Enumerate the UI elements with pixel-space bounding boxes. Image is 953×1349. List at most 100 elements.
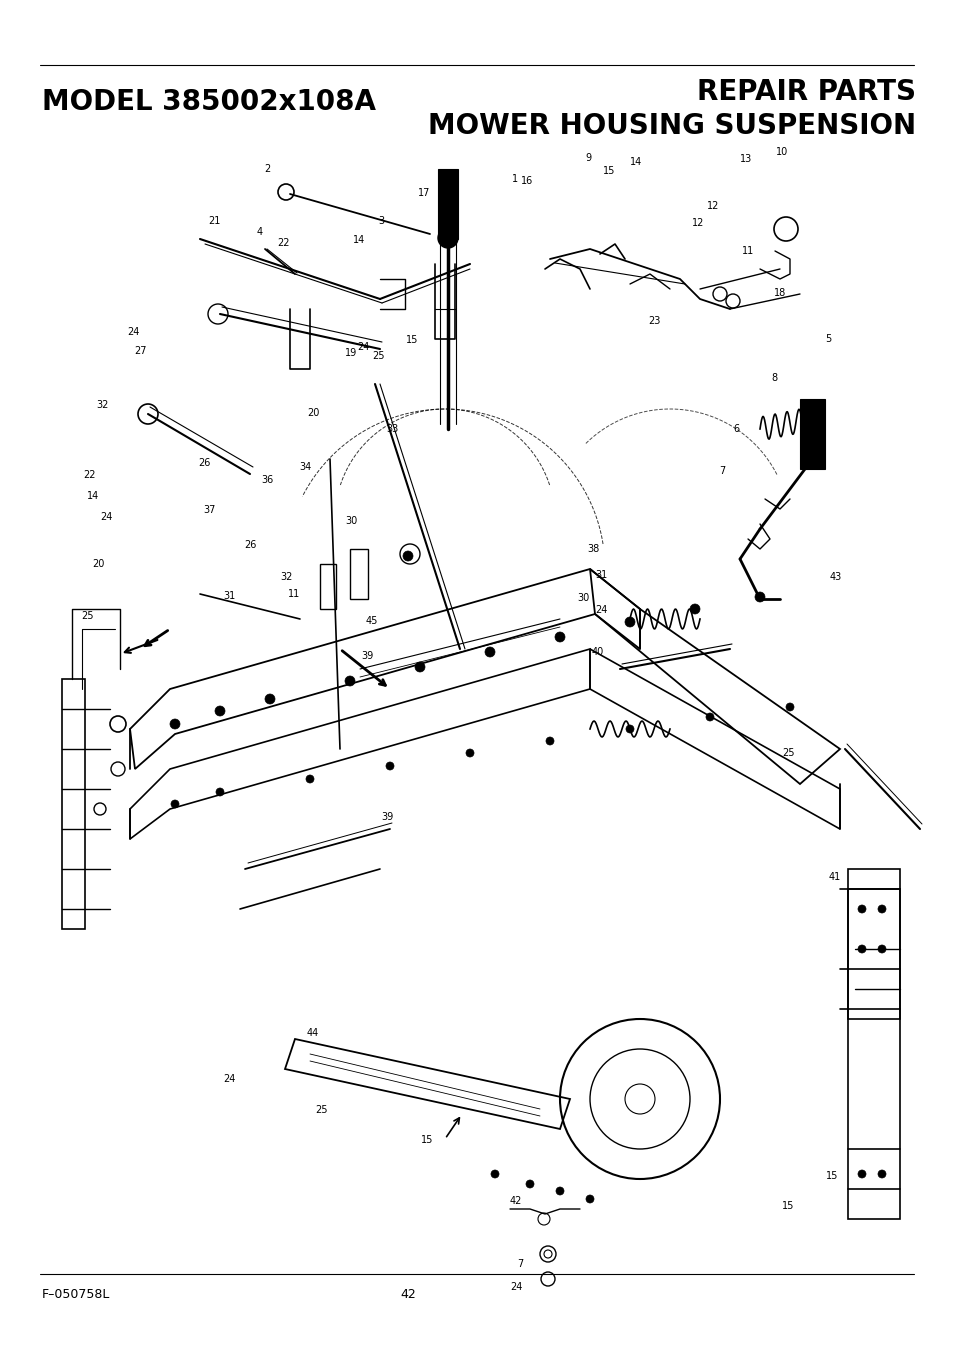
Text: 43: 43	[829, 572, 841, 583]
Text: 13: 13	[740, 154, 751, 165]
Circle shape	[491, 1170, 498, 1178]
Text: 4: 4	[256, 227, 262, 237]
Text: 14: 14	[88, 491, 99, 502]
Circle shape	[345, 676, 355, 687]
Circle shape	[556, 1187, 563, 1195]
Text: 33: 33	[386, 424, 397, 434]
Text: 26: 26	[245, 540, 256, 550]
Circle shape	[705, 714, 713, 720]
Text: 21: 21	[209, 216, 220, 227]
Circle shape	[785, 703, 793, 711]
Circle shape	[170, 719, 180, 728]
Text: 12: 12	[707, 201, 719, 212]
Circle shape	[306, 774, 314, 782]
Text: 10: 10	[776, 147, 787, 158]
Text: 15: 15	[421, 1135, 433, 1145]
Text: F–050758L: F–050758L	[42, 1288, 111, 1300]
Text: 7: 7	[517, 1259, 522, 1269]
Text: 11: 11	[288, 588, 299, 599]
Text: 17: 17	[418, 188, 430, 198]
Circle shape	[265, 693, 274, 704]
Circle shape	[465, 749, 474, 757]
Circle shape	[857, 946, 865, 952]
Text: 24: 24	[357, 341, 369, 352]
Text: 22: 22	[83, 469, 96, 480]
Text: 19: 19	[345, 348, 356, 359]
Text: 30: 30	[578, 592, 589, 603]
Circle shape	[545, 737, 554, 745]
Text: 2: 2	[264, 163, 270, 174]
Circle shape	[437, 228, 457, 248]
Text: 24: 24	[101, 511, 112, 522]
Text: 20: 20	[308, 407, 319, 418]
Circle shape	[402, 550, 413, 561]
Text: 22: 22	[276, 237, 290, 248]
Text: 45: 45	[366, 615, 377, 626]
Text: 15: 15	[781, 1201, 793, 1211]
Text: 20: 20	[92, 558, 104, 569]
Text: 12: 12	[692, 217, 703, 228]
Circle shape	[877, 1170, 885, 1178]
Text: 3: 3	[378, 216, 384, 227]
Text: 24: 24	[128, 326, 139, 337]
Text: 25: 25	[81, 611, 94, 622]
Text: MOWER HOUSING SUSPENSION: MOWER HOUSING SUSPENSION	[428, 112, 915, 140]
Circle shape	[525, 1180, 534, 1188]
Text: 34: 34	[299, 461, 311, 472]
Circle shape	[585, 1195, 594, 1203]
Text: 39: 39	[381, 812, 393, 823]
Text: 23: 23	[648, 316, 659, 326]
Text: 25: 25	[314, 1105, 328, 1116]
Text: 25: 25	[781, 747, 794, 758]
Text: 32: 32	[96, 399, 108, 410]
Text: 24: 24	[595, 604, 606, 615]
Text: 42: 42	[510, 1195, 521, 1206]
Text: MODEL 385002x108A: MODEL 385002x108A	[42, 88, 375, 116]
Text: 44: 44	[307, 1028, 318, 1039]
Text: 32: 32	[280, 572, 292, 583]
Text: 24: 24	[223, 1074, 234, 1085]
Text: 24: 24	[510, 1282, 521, 1292]
Circle shape	[484, 648, 495, 657]
Circle shape	[625, 724, 634, 733]
Circle shape	[857, 905, 865, 913]
Polygon shape	[800, 399, 824, 469]
Circle shape	[754, 592, 764, 602]
Text: 1: 1	[512, 174, 517, 185]
Circle shape	[386, 762, 394, 770]
Text: 18: 18	[774, 287, 785, 298]
Text: 30: 30	[345, 515, 356, 526]
Circle shape	[415, 662, 424, 672]
Circle shape	[877, 905, 885, 913]
Text: 39: 39	[361, 650, 373, 661]
Text: 38: 38	[587, 544, 598, 554]
Text: 15: 15	[602, 166, 614, 177]
Text: 8: 8	[771, 372, 777, 383]
Text: 31: 31	[223, 591, 234, 602]
Text: 37: 37	[204, 505, 215, 515]
Text: 16: 16	[521, 175, 533, 186]
Text: 25: 25	[372, 351, 385, 362]
Text: 6: 6	[733, 424, 739, 434]
Text: 27: 27	[133, 345, 147, 356]
Circle shape	[555, 631, 564, 642]
Text: 7: 7	[719, 465, 724, 476]
Text: 14: 14	[630, 156, 641, 167]
Circle shape	[214, 706, 225, 716]
Polygon shape	[437, 169, 457, 239]
Circle shape	[624, 616, 635, 627]
Circle shape	[857, 1170, 865, 1178]
Text: 36: 36	[261, 475, 273, 486]
Text: 26: 26	[198, 457, 210, 468]
Circle shape	[689, 604, 700, 614]
Circle shape	[877, 946, 885, 952]
Circle shape	[171, 800, 179, 808]
Text: 14: 14	[353, 235, 364, 246]
Text: 40: 40	[592, 646, 603, 657]
Text: 15: 15	[825, 1171, 837, 1182]
Text: 42: 42	[400, 1288, 416, 1300]
Circle shape	[215, 788, 224, 796]
Text: 5: 5	[824, 333, 830, 344]
Text: 31: 31	[595, 569, 606, 580]
Text: 15: 15	[406, 335, 417, 345]
